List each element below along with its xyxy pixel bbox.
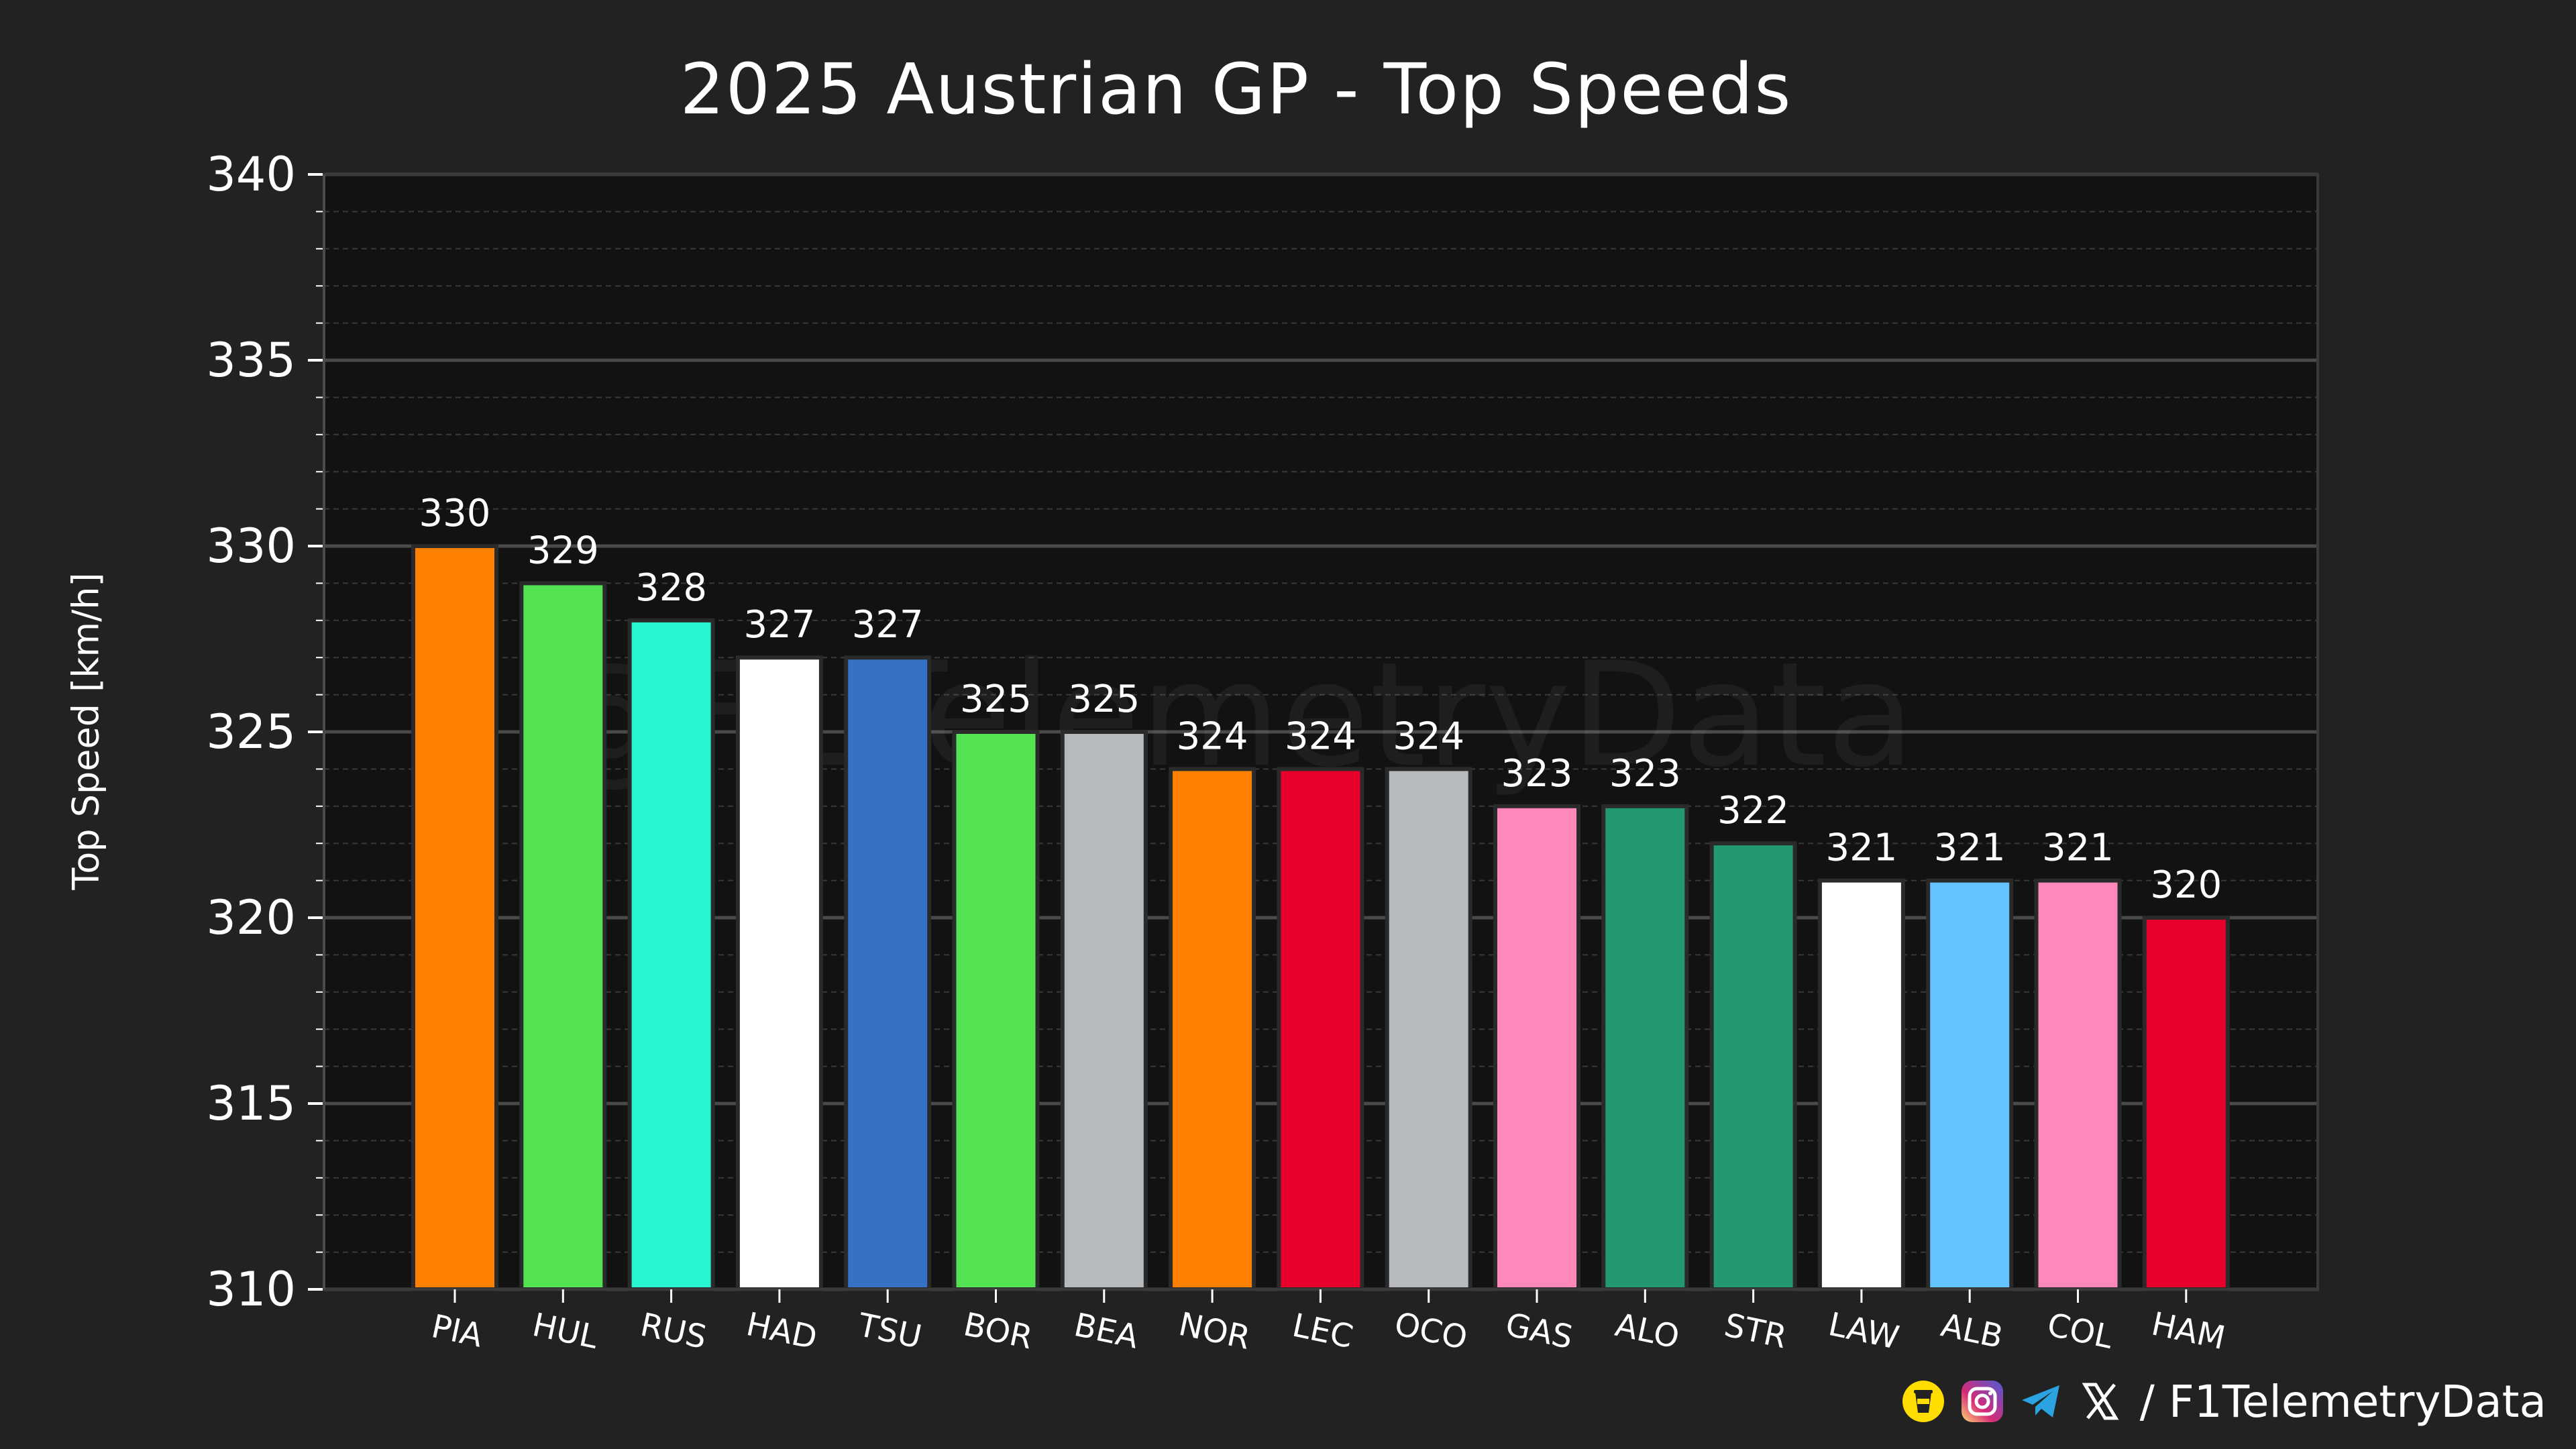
x-tick-label: GAS (1502, 1306, 1576, 1357)
x-tick-label: BEA (1071, 1306, 1142, 1356)
y-tick-label: 325 (206, 704, 296, 759)
instagram-icon[interactable] (1960, 1379, 2004, 1424)
bar-value-label: 330 (419, 492, 491, 535)
x-tick-label: HAD (743, 1305, 820, 1357)
bar-str (1709, 841, 1797, 1291)
bar-value-label: 324 (1285, 714, 1356, 758)
bar-value-labels: 330 329 328 327 327 325 325 324 324 324 323 323 322 3… (419, 492, 2222, 907)
x-axis: PIA HUL RUS HAD TSU BOR BEA NOR LEC OCO GAS ALO STR L… (428, 1289, 2229, 1357)
bar-value-label: 328 (635, 566, 707, 610)
x-tick-label: RUS (637, 1306, 710, 1356)
x-tick-label: ALB (1937, 1306, 2006, 1356)
bar-value-label: 321 (1934, 826, 2006, 870)
y-tick-label: 335 (206, 333, 296, 388)
bar-ham (2142, 916, 2230, 1291)
telegram-icon[interactable] (2019, 1379, 2063, 1424)
bar-value-label: 325 (1068, 678, 1140, 721)
bar-hul (519, 581, 607, 1291)
bar-value-label: 321 (1825, 826, 1897, 870)
bars (411, 544, 2230, 1292)
bar-value-label: 321 (2042, 826, 2114, 870)
x-icon[interactable] (2078, 1379, 2123, 1424)
coffee-icon[interactable] (1901, 1379, 1945, 1424)
bar-alb (1926, 878, 2014, 1291)
x-tick-label: NOR (1175, 1305, 1253, 1357)
x-tick-label: ALO (1612, 1306, 1682, 1356)
bar-oco (1385, 767, 1472, 1291)
bar-law (1817, 878, 1905, 1291)
x-tick-label: HAM (2148, 1305, 2229, 1357)
bar-bea (1060, 730, 1148, 1291)
footer-handle[interactable]: / F1TelemetryData (2139, 1375, 2546, 1428)
bar-value-label: 324 (1393, 714, 1464, 758)
y-axis: 310 315 320 325 330 335 340 (206, 147, 2319, 1317)
y-axis-label: Top Speed [km/h] (64, 572, 107, 890)
bar-value-label: 323 (1501, 752, 1573, 796)
y-tick-label: 340 (206, 147, 296, 202)
y-tick-label: 330 (206, 519, 296, 574)
bar-value-label: 320 (2150, 863, 2222, 907)
bar-nor (1169, 767, 1256, 1291)
y-tick-label: 310 (206, 1262, 296, 1317)
x-tick-label: OCO (1391, 1305, 1470, 1357)
bar-gas (1493, 804, 1580, 1292)
bar-value-label: 325 (960, 678, 1032, 721)
x-tick-label: STR (1721, 1306, 1790, 1356)
bar-had (735, 655, 823, 1291)
bar-tsu (844, 655, 932, 1291)
bar-alo (1601, 804, 1689, 1292)
y-tick-label: 315 (206, 1076, 296, 1131)
bar-value-label: 327 (852, 603, 924, 647)
y-tick-label: 320 (206, 890, 296, 945)
x-tick-label: LEC (1289, 1307, 1356, 1356)
x-tick-label: LAW (1825, 1305, 1902, 1357)
bar-value-label: 322 (1717, 789, 1789, 833)
x-tick-label: PIA (428, 1307, 486, 1355)
x-tick-label: HUL (529, 1306, 602, 1356)
x-tick-label: COL (2044, 1306, 2116, 1356)
bar-value-label: 327 (743, 603, 815, 647)
x-tick-label: TSU (854, 1306, 924, 1356)
bar-bor (952, 730, 1040, 1291)
chart-title: 2025 Austrian GP - Top Speeds (680, 48, 1792, 130)
bar-col (2034, 878, 2122, 1291)
bar-value-label: 323 (1609, 752, 1681, 796)
x-tick-label: BOR (961, 1305, 1036, 1356)
bar-lec (1277, 767, 1364, 1291)
footer: / F1TelemetryData (1901, 1364, 2546, 1438)
bar-rus (627, 618, 715, 1291)
bar-pia (411, 544, 498, 1291)
bar-value-label: 324 (1177, 714, 1248, 758)
bar-value-label: 329 (527, 529, 599, 572)
